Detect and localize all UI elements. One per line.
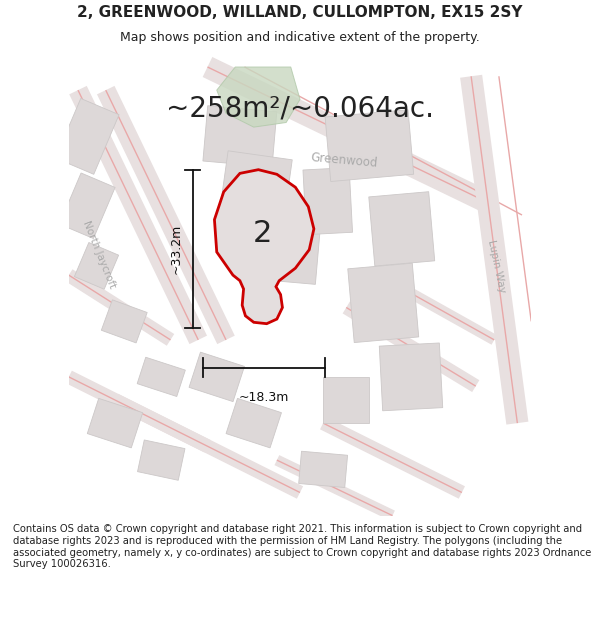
Polygon shape — [323, 377, 370, 423]
Text: North Jaycroft: North Jaycroft — [80, 219, 117, 289]
Text: Contains OS data © Crown copyright and database right 2021. This information is : Contains OS data © Crown copyright and d… — [13, 524, 592, 569]
Text: 2: 2 — [253, 219, 272, 248]
Polygon shape — [379, 343, 443, 411]
Polygon shape — [137, 440, 185, 480]
Polygon shape — [260, 211, 322, 284]
Polygon shape — [74, 242, 119, 289]
Text: Lupin Way: Lupin Way — [486, 239, 507, 293]
Polygon shape — [214, 169, 314, 324]
Polygon shape — [226, 398, 281, 448]
Polygon shape — [59, 173, 115, 239]
Polygon shape — [87, 398, 143, 448]
Polygon shape — [369, 192, 435, 266]
Polygon shape — [189, 352, 244, 402]
Polygon shape — [325, 110, 413, 181]
Text: ~33.2m: ~33.2m — [170, 224, 182, 274]
Polygon shape — [101, 300, 147, 343]
Text: ~258m²/~0.064ac.: ~258m²/~0.064ac. — [166, 94, 434, 122]
Polygon shape — [215, 151, 292, 251]
Polygon shape — [137, 357, 185, 396]
Polygon shape — [217, 67, 300, 127]
Text: 2, GREENWOOD, WILLAND, CULLOMPTON, EX15 2SY: 2, GREENWOOD, WILLAND, CULLOMPTON, EX15 … — [77, 5, 523, 20]
Polygon shape — [299, 451, 347, 488]
Text: Map shows position and indicative extent of the property.: Map shows position and indicative extent… — [120, 31, 480, 44]
Polygon shape — [203, 106, 277, 167]
Text: ~18.3m: ~18.3m — [239, 391, 289, 404]
Polygon shape — [303, 168, 353, 234]
Polygon shape — [55, 99, 119, 174]
Text: Greenwood: Greenwood — [310, 151, 378, 170]
Polygon shape — [348, 263, 419, 343]
